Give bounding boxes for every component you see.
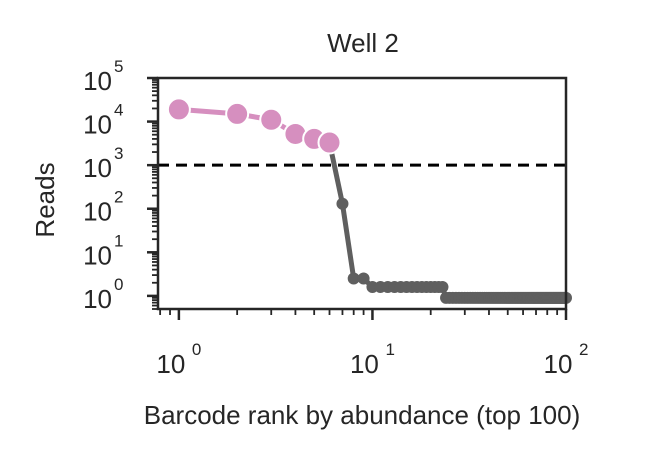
data-point-low xyxy=(436,280,449,293)
x-tick-label: 10 xyxy=(156,349,185,379)
x-tick-exponent: 0 xyxy=(192,340,201,359)
data-point-low xyxy=(357,272,370,285)
x-tick-label: 10 xyxy=(544,349,573,379)
y-axis-label: Reads xyxy=(30,162,60,237)
data-point-low xyxy=(347,272,360,285)
data-point-high xyxy=(317,130,342,155)
y-tick-label: 10 xyxy=(83,66,112,96)
y-tick-exponent: 1 xyxy=(114,231,123,250)
plot-frame xyxy=(156,76,568,311)
y-tick-label: 10 xyxy=(83,110,112,140)
y-tick-label: 10 xyxy=(83,284,112,314)
x-tick-label: 10 xyxy=(350,349,379,379)
x-tick-exponent: 2 xyxy=(579,340,588,359)
y-tick-exponent: 3 xyxy=(114,144,123,163)
y-tick-label: 10 xyxy=(83,153,112,183)
axes xyxy=(147,76,568,320)
y-tick-label: 10 xyxy=(83,240,112,270)
data-point-high xyxy=(225,101,250,126)
chart-title: Well 2 xyxy=(327,28,399,58)
y-tick-exponent: 2 xyxy=(114,188,123,207)
y-tick-exponent: 4 xyxy=(114,101,123,120)
y-tick-exponent: 0 xyxy=(114,275,123,294)
plot-area xyxy=(158,97,572,304)
data-point-high xyxy=(166,97,191,122)
data-point-high xyxy=(259,107,284,132)
x-tick-exponent: 1 xyxy=(385,340,394,359)
data-point-low xyxy=(336,197,349,210)
y-tick-exponent: 5 xyxy=(114,57,123,76)
y-tick-label: 10 xyxy=(83,197,112,227)
tick-labels: 10 0 10 1 10 210 010 110 210 310 410 5 xyxy=(83,57,588,379)
x-axis-label: Barcode rank by abundance (top 100) xyxy=(144,400,581,430)
